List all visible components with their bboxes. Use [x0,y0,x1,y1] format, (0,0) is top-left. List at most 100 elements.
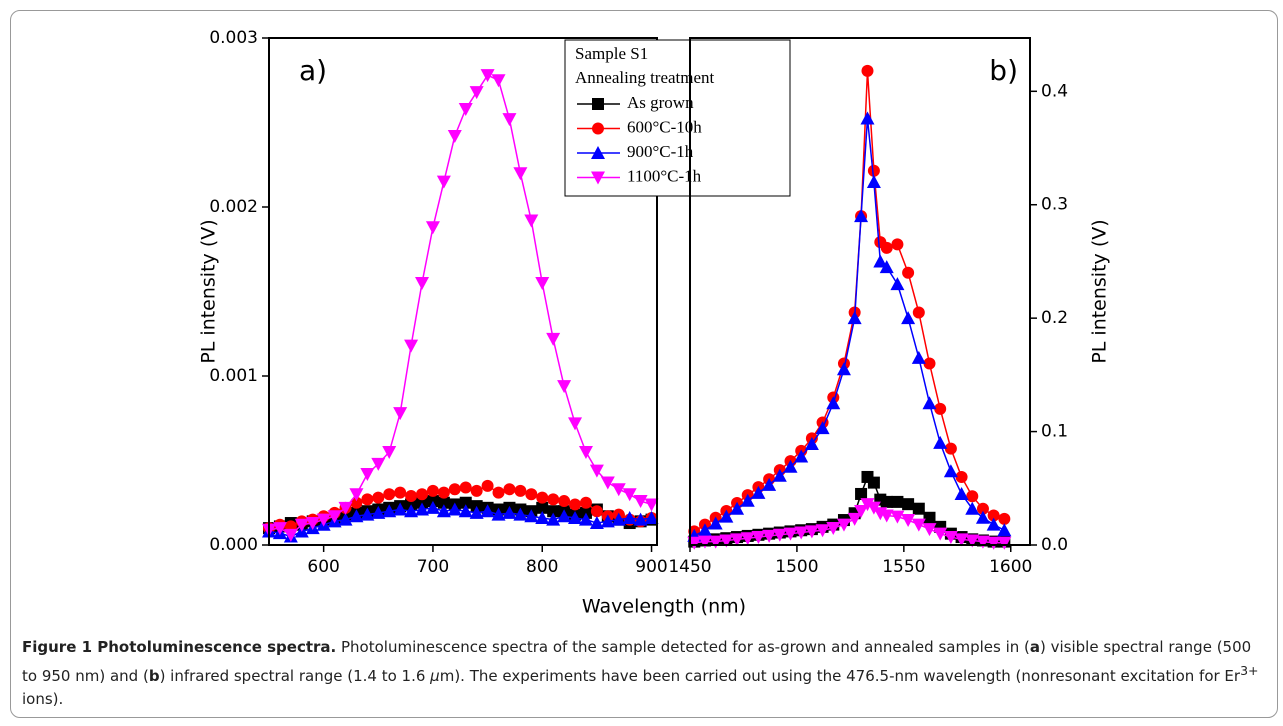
figure-frame [10,10,1278,718]
marker [815,421,830,435]
marker [436,175,451,189]
marker [987,509,1000,522]
marker [860,111,875,125]
marker [416,488,429,501]
marker [783,459,798,473]
marker [611,512,626,526]
marker [644,498,659,512]
y-axis-label: PL intensity (V) [1089,219,1111,363]
marker [740,493,755,507]
marker [591,171,605,185]
marker [719,509,734,523]
marker [502,113,517,127]
marker [425,221,440,235]
marker [955,470,968,483]
marker [294,518,309,532]
marker [944,442,957,455]
caption: Figure 1 Photoluminescence spectra. Phot… [22,636,1262,711]
marker [535,510,550,524]
marker [535,277,550,291]
caption-text: ) visible spectral range (500 to 950 nm)… [22,638,1252,685]
marker [305,517,320,531]
marker [697,523,712,537]
caption-text: μ [430,667,440,685]
marker [751,531,766,545]
marker [772,468,787,482]
marker [998,512,1011,525]
marker [546,332,561,346]
marker [965,534,980,548]
marker [719,534,734,548]
legend-box [564,39,791,197]
marker [547,505,560,518]
x-tick-label: 1500 [775,557,818,577]
marker [524,214,539,228]
marker [591,146,605,159]
marker [525,488,538,501]
marker [902,498,915,511]
marker [861,64,874,77]
marker [762,529,777,543]
marker [600,514,615,528]
marker [469,86,484,100]
legend-label: As grown [627,93,694,112]
marker [879,509,894,523]
marker [569,498,582,511]
marker [633,495,648,509]
x-axis-label: Wavelength (nm) [582,596,746,618]
marker [902,266,915,279]
marker [847,311,862,325]
marker [557,380,572,394]
marker [372,491,385,504]
marker [425,500,440,514]
marker [350,496,363,509]
marker [708,516,723,530]
marker [382,446,397,460]
marker [855,487,868,500]
marker [966,490,979,503]
marker [349,509,364,523]
marker [568,510,583,524]
marker [469,505,484,519]
marker [514,484,527,497]
marker [826,396,841,410]
marker [547,493,560,506]
x-tick-label: 700 [417,557,449,577]
marker [480,504,495,518]
y-axis-label: PL intensity (V) [198,219,220,363]
marker [404,339,419,353]
marker [901,514,916,528]
marker [503,483,516,496]
y-tick-label: 0.002 [209,197,258,217]
marker [394,486,407,499]
marker [622,488,637,502]
marker [589,516,604,530]
marker [415,277,430,291]
x-tick-label: 1450 [668,557,711,577]
marker [470,484,483,497]
x-tick-label: 800 [526,557,558,577]
marker [361,493,374,506]
marker [426,484,439,497]
marker [740,532,755,546]
marker [922,523,937,537]
legend-subtitle: Annealing treatment [575,68,715,87]
marker [633,512,648,526]
marker [338,501,353,515]
marker [922,396,937,410]
panel-label: a) [299,54,327,87]
marker [708,535,723,549]
marker [697,535,712,549]
marker [901,311,916,325]
marker [933,527,948,541]
marker [934,402,947,415]
caption-text: a [1029,638,1040,656]
marker [873,254,888,268]
marker [794,526,809,540]
marker [447,130,462,144]
marker [393,407,408,421]
marker [644,510,659,524]
marker [794,449,809,463]
marker [458,504,473,518]
